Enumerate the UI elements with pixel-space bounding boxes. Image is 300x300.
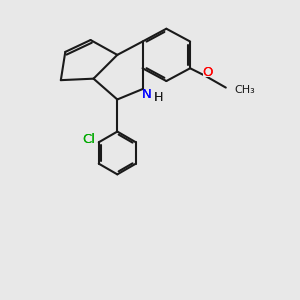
Text: CH₃: CH₃ bbox=[235, 85, 256, 95]
Text: H: H bbox=[154, 91, 164, 104]
Text: N: N bbox=[142, 88, 152, 101]
Text: O: O bbox=[202, 66, 212, 79]
Text: N: N bbox=[142, 88, 152, 101]
FancyBboxPatch shape bbox=[142, 90, 152, 99]
FancyBboxPatch shape bbox=[81, 135, 96, 144]
Text: O: O bbox=[202, 66, 212, 79]
Text: Cl: Cl bbox=[82, 133, 95, 146]
FancyBboxPatch shape bbox=[203, 68, 211, 77]
Text: H: H bbox=[154, 91, 164, 104]
Text: Cl: Cl bbox=[82, 133, 95, 146]
